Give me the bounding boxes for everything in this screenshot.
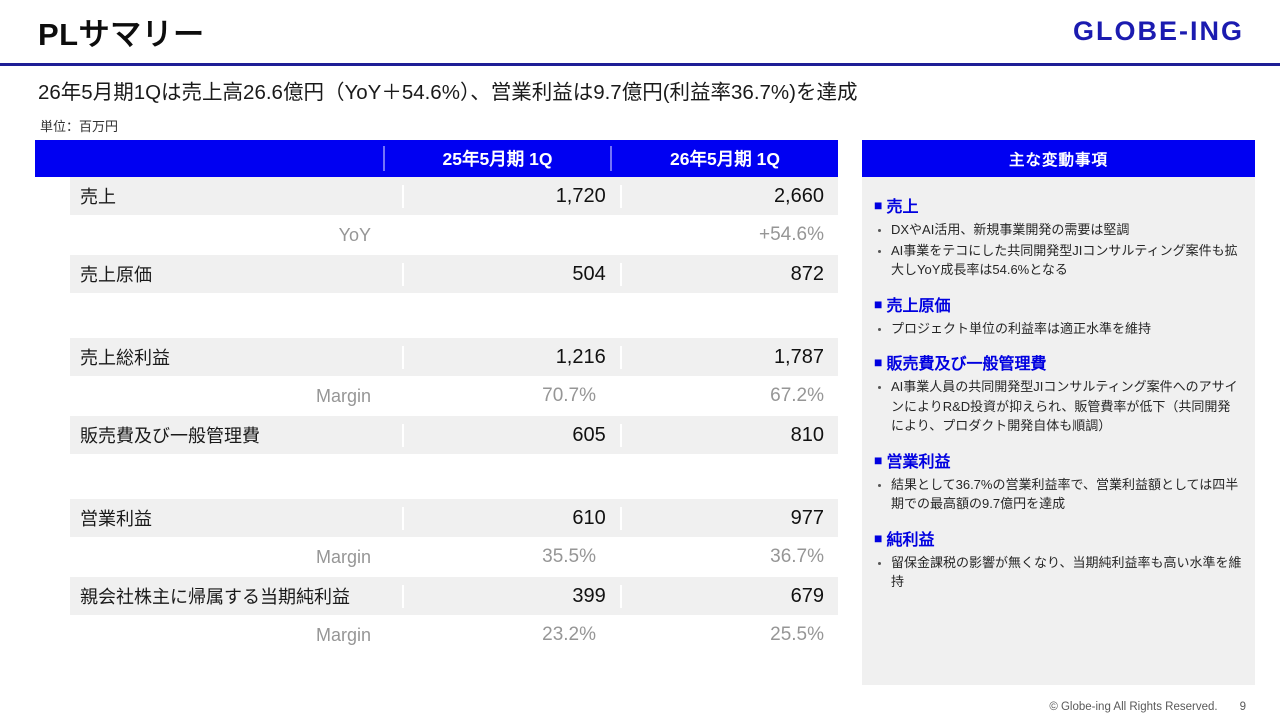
row-value-fy26: 872 xyxy=(619,262,838,286)
notes-bullet: AI事業をテコにした共同開発型JIコンサルティング案件も拡大しYoY成長率は54… xyxy=(891,241,1243,280)
row-value-fy25: 1,216 xyxy=(402,345,619,369)
notes-bullet: DXやAI活用、新規事業開発の需要は堅調 xyxy=(891,220,1243,240)
notes-section-heading-text: 売上原価 xyxy=(886,297,951,315)
unit-label: 単位：百万円 xyxy=(40,119,119,134)
table-row: 親会社株主に帰属する当期純利益 399 679 xyxy=(70,577,838,615)
row-value-fy25: 1,720 xyxy=(402,184,619,208)
table-row: 売上総利益 1,216 1,787 xyxy=(70,338,838,376)
notes-section-heading-text: 売上 xyxy=(886,199,919,216)
row-value-fy25: 35.5% xyxy=(542,546,596,567)
row-label: 営業利益 xyxy=(80,509,152,529)
row-label: Margin xyxy=(315,385,371,406)
row-value-fy25: 605 xyxy=(402,423,619,447)
row-label: YoY xyxy=(338,224,371,245)
notes-section-heading-text: 営業利益 xyxy=(886,453,951,471)
notes-section-heading: ■ 売上原価 xyxy=(874,292,1243,316)
row-value-fy26: 2,660 xyxy=(619,184,838,208)
notes-panel: 主な変動事項 ■ 売上 DXやAI活用、新規事業開発の需要は堅調AI事業をテコに… xyxy=(862,140,1255,685)
row-label: 販売費及び一般管理費 xyxy=(80,426,260,446)
notes-section-heading: ■ 営業利益 xyxy=(874,448,1243,472)
notes-panel-body: ■ 売上 DXやAI活用、新規事業開発の需要は堅調AI事業をテコにした共同開発型… xyxy=(862,177,1255,685)
slide-subtitle: 26年5月期1Qは売上高26.6億円（YoY＋54.6%）、営業利益は9.7億円… xyxy=(38,81,858,104)
notes-panel-title: 主な変動事項 xyxy=(862,140,1255,177)
notes-bullet: 留保金課税の影響が無くなり、当期純利益率も高い水準を維持 xyxy=(891,553,1243,592)
row-label: 売上総利益 xyxy=(80,348,170,368)
table-row: 売上 1,720 2,660 xyxy=(70,177,838,215)
notes-section: ■ 販売費及び一般管理費 AI事業人員の共同開発型JIコンサルティング案件へのア… xyxy=(874,350,1243,436)
row-value-fy26: 36.7% xyxy=(770,546,824,567)
row-label: Margin xyxy=(315,624,371,645)
row-value-fy26: 25.5% xyxy=(770,624,824,645)
table-row: YoY +54.6% xyxy=(35,215,838,255)
square-bullet-icon: ■ xyxy=(874,529,883,546)
slide-header: PLサマリー GLOBE-ING xyxy=(0,0,1280,66)
row-label: 売上 xyxy=(80,187,116,207)
notes-bullet: プロジェクト単位の利益率は適正水準を維持 xyxy=(891,319,1243,339)
table-row: Margin 35.5% 36.7% xyxy=(35,537,838,577)
table-row: 販売費及び一般管理費 605 810 xyxy=(70,416,838,454)
notes-section-heading-text: 販売費及び一般管理費 xyxy=(886,356,1047,373)
row-value-fy26: 1,787 xyxy=(619,345,838,369)
notes-section: ■ 売上 DXやAI活用、新規事業開発の需要は堅調AI事業をテコにした共同開発型… xyxy=(874,193,1243,280)
row-value-fy26: 67.2% xyxy=(770,385,824,406)
row-value-fy25: 504 xyxy=(402,262,619,286)
square-bullet-icon: ■ xyxy=(874,295,883,312)
pl-summary-table: 25年5月期 1Q 26年5月期 1Q 売上 1,720 2,660 YoY +… xyxy=(35,140,838,655)
notes-section-heading: ■ 売上 xyxy=(874,193,1243,217)
square-bullet-icon: ■ xyxy=(874,354,883,370)
page-title: PLサマリー xyxy=(38,17,205,52)
table-row: 売上原価 504 872 xyxy=(70,255,838,293)
company-logo: GLOBE-ING xyxy=(1073,16,1244,46)
notes-section-heading: ■ 販売費及び一般管理費 xyxy=(874,350,1243,374)
table-spacer-row xyxy=(35,293,838,338)
notes-bullet-list: プロジェクト単位の利益率は適正水準を維持 xyxy=(874,319,1243,339)
copyright-text: © Globe-ing All Rights Reserved. xyxy=(1049,701,1218,713)
notes-bullet-list: 結果として36.7%の営業利益率で、営業利益額としては四半期での最高額の9.7億… xyxy=(874,475,1243,514)
table-row: 営業利益 610 977 xyxy=(70,499,838,537)
row-value-fy25: 70.7% xyxy=(542,385,596,406)
row-label: Margin xyxy=(315,546,371,567)
table-body: 売上 1,720 2,660 YoY +54.6% 売上原価 504 872 売… xyxy=(35,177,838,655)
main-content: 25年5月期 1Q 26年5月期 1Q 売上 1,720 2,660 YoY +… xyxy=(35,140,1280,685)
row-value-fy26: 810 xyxy=(619,423,838,447)
notes-section: ■ 売上原価 プロジェクト単位の利益率は適正水準を維持 xyxy=(874,292,1243,339)
notes-bullet-list: AI事業人員の共同開発型JIコンサルティング案件へのアサインによりR&D投資が抑… xyxy=(874,377,1243,436)
table-row: Margin 23.2% 25.5% xyxy=(35,615,838,655)
header-cell-fy25-1q: 25年5月期 1Q xyxy=(383,146,610,171)
row-value-fy26: 977 xyxy=(619,506,838,530)
notes-section: ■ 純利益 留保金課税の影響が無くなり、当期純利益率も高い水準を維持 xyxy=(874,526,1243,592)
header-cell-fy26-1q: 26年5月期 1Q xyxy=(610,146,838,171)
row-label: 親会社株主に帰属する当期純利益 xyxy=(80,587,350,607)
notes-bullet-list: 留保金課税の影響が無くなり、当期純利益率も高い水準を維持 xyxy=(874,553,1243,592)
row-value-fy25: 610 xyxy=(402,506,619,530)
row-value-fy26: +54.6% xyxy=(759,224,824,245)
notes-section: ■ 営業利益 結果として36.7%の営業利益率で、営業利益額としては四半期での最… xyxy=(874,448,1243,514)
table-spacer-row xyxy=(35,454,838,499)
notes-bullet: AI事業人員の共同開発型JIコンサルティング案件へのアサインによりR&D投資が抑… xyxy=(891,377,1243,436)
square-bullet-icon: ■ xyxy=(874,197,883,213)
row-value-fy25: 23.2% xyxy=(542,624,596,645)
row-value-fy25: 399 xyxy=(402,584,619,608)
row-value-fy26: 679 xyxy=(619,584,838,608)
page-number: 9 xyxy=(1239,701,1246,713)
slide-footer: © Globe-ing All Rights Reserved. 9 xyxy=(1049,701,1246,713)
row-label: 売上原価 xyxy=(80,265,152,285)
table-header-row: 25年5月期 1Q 26年5月期 1Q xyxy=(35,140,838,177)
square-bullet-icon: ■ xyxy=(874,451,883,468)
notes-bullet: 結果として36.7%の営業利益率で、営業利益額としては四半期での最高額の9.7億… xyxy=(891,475,1243,514)
notes-section-heading-text: 純利益 xyxy=(886,531,935,549)
table-row: Margin 70.7% 67.2% xyxy=(35,376,838,416)
notes-bullet-list: DXやAI活用、新規事業開発の需要は堅調AI事業をテコにした共同開発型JIコンサ… xyxy=(874,220,1243,280)
notes-section-heading: ■ 純利益 xyxy=(874,526,1243,550)
